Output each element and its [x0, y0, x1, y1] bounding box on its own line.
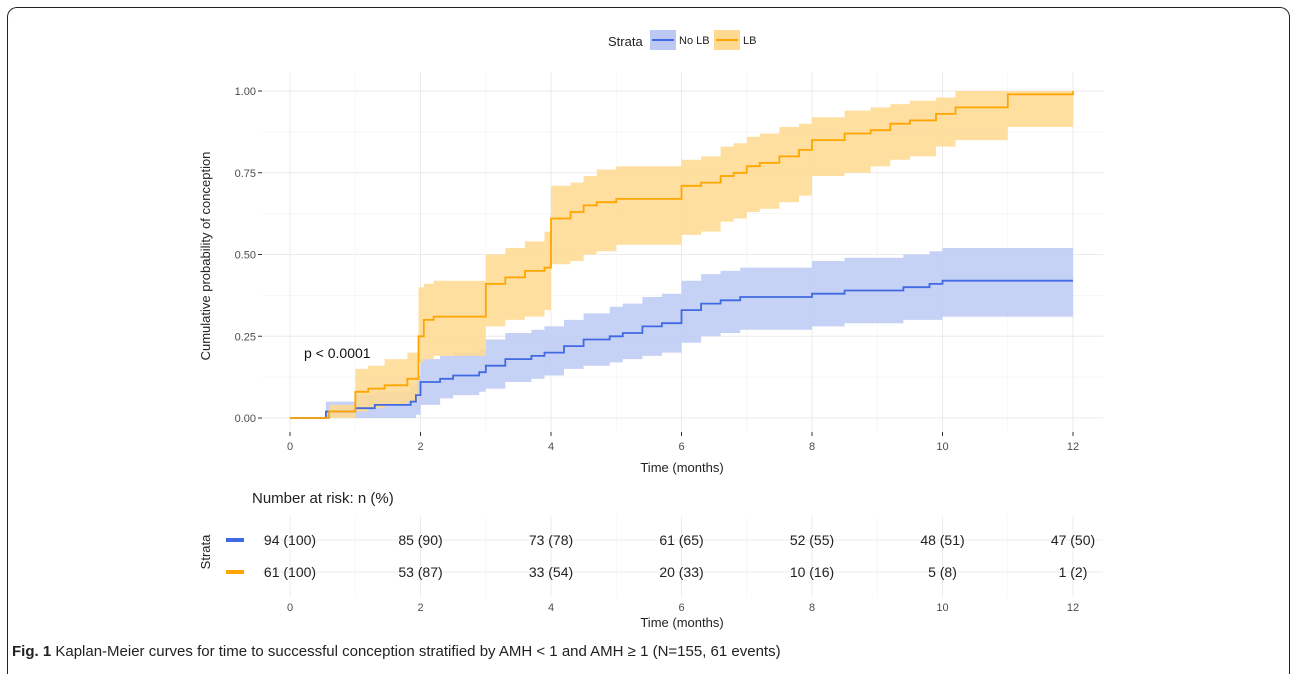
risk-cell: 94 (100) [264, 532, 316, 548]
km-chart: Strata No LB LB 0.00 0.25 0.50 0.75 1.00 0 2 4… [198, 30, 1103, 630]
risk-x-tick-label: 2 [417, 602, 423, 614]
y-tick-label: 0.25 [235, 331, 256, 343]
y-axis-title: Cumulative probability of conception [198, 152, 213, 361]
risk-x-tick-label: 0 [287, 602, 293, 614]
risk-x-tick-label: 8 [809, 602, 815, 614]
risk-cell: 47 (50) [1051, 532, 1095, 548]
risk-table-y-title: Strata [198, 534, 213, 569]
caption-label: Fig. 1 [12, 643, 52, 660]
confidence-band-lb [290, 91, 1073, 418]
curve-lb [290, 91, 1074, 419]
risk-cell: 10 (16) [790, 564, 834, 580]
x-axis-title: Time (months) [640, 460, 723, 475]
risk-cell: 61 (100) [264, 564, 316, 580]
risk-x-tick-label: 10 [936, 602, 948, 614]
risk-cell: 52 (55) [790, 532, 834, 548]
risk-x-tick-label: 6 [678, 602, 684, 614]
figure-caption: Fig. 1 Kaplan-Meier curves for time to s… [12, 643, 1282, 660]
risk-cell: 73 (78) [529, 532, 573, 548]
risk-cell: 85 (90) [398, 532, 442, 548]
x-tick-label: 6 [678, 441, 684, 453]
risk-cell: 33 (54) [529, 564, 573, 580]
risk-table-x-title: Time (months) [640, 615, 723, 630]
survival-curves [290, 91, 1074, 419]
risk-cell: 5 (8) [928, 564, 957, 580]
y-tick-label: 0.50 [235, 250, 256, 262]
risk-cell: 61 (65) [659, 532, 703, 548]
x-axis: 0 2 4 6 8 10 12 [287, 432, 1079, 453]
legend-label-no-lb: No LB [679, 35, 710, 47]
risk-cell: 1 (2) [1059, 564, 1088, 580]
risk-cell: 20 (33) [659, 564, 703, 580]
risk-cell: 48 (51) [920, 532, 964, 548]
curve-no-lb [290, 279, 1073, 419]
y-tick-label: 0.75 [235, 168, 256, 180]
risk-table-rows: 94 (100) 85 (90) 73 (78) 61 (65) 52 (55) 48 (… [226, 532, 1095, 580]
x-tick-label: 4 [548, 441, 554, 453]
caption-text: Kaplan-Meier curves for time to successf… [55, 643, 781, 660]
risk-table-title: Number at risk: n (%) [252, 490, 394, 507]
y-tick-label: 1.00 [235, 86, 256, 98]
y-axis: 0.00 0.25 0.50 0.75 1.00 [235, 86, 262, 425]
x-tick-label: 10 [936, 441, 948, 453]
legend: Strata No LB LB [608, 30, 756, 50]
x-tick-label: 8 [809, 441, 815, 453]
p-value-annotation: p < 0.0001 [304, 345, 371, 361]
x-tick-label: 0 [287, 441, 293, 453]
risk-cell: 53 (87) [398, 564, 442, 580]
legend-title: Strata [608, 34, 643, 49]
x-tick-label: 12 [1067, 441, 1079, 453]
y-tick-label: 0.00 [235, 413, 256, 425]
legend-label-lb: LB [743, 35, 756, 47]
risk-x-tick-label: 12 [1067, 602, 1079, 614]
risk-table-x-axis: 0 2 4 6 8 10 12 [287, 602, 1079, 614]
risk-table-grid [262, 516, 1103, 597]
risk-x-tick-label: 4 [548, 602, 554, 614]
x-tick-label: 2 [417, 441, 423, 453]
